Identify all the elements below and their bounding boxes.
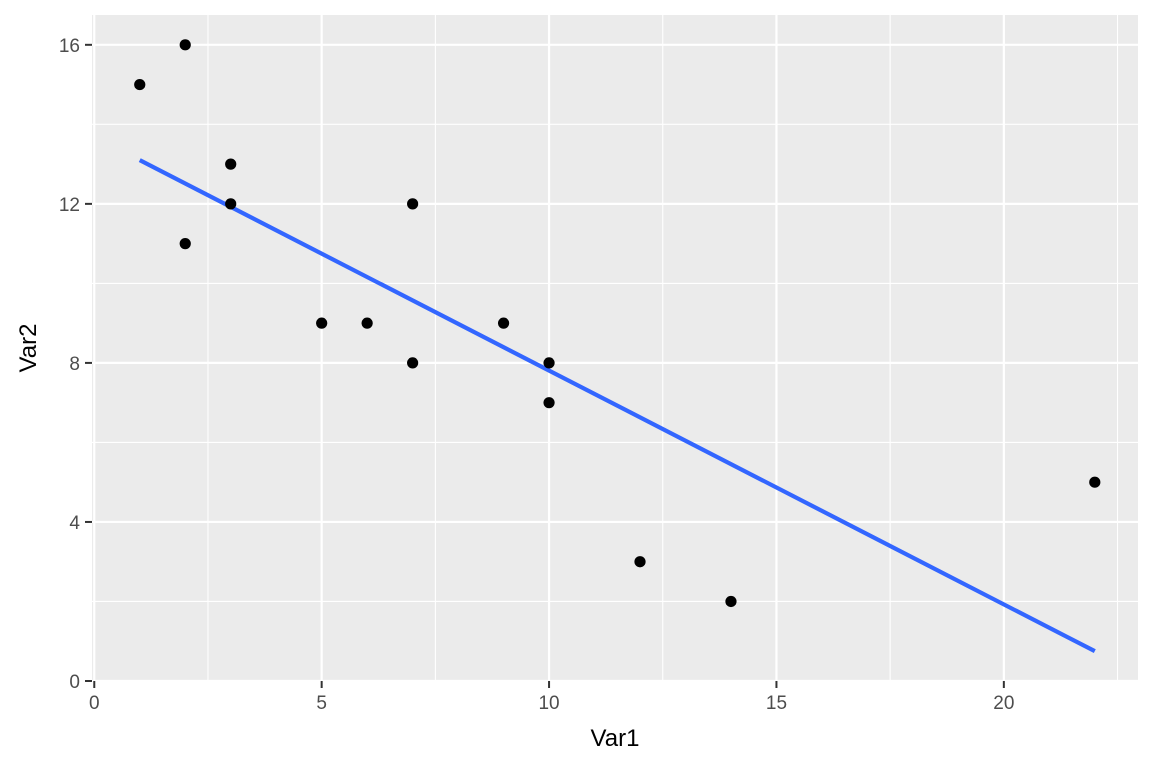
data-point-10	[543, 357, 555, 369]
data-point-5	[316, 317, 328, 329]
data-points	[134, 39, 1101, 608]
x-axis-title: Var1	[591, 725, 640, 752]
data-point-6	[361, 317, 373, 329]
data-point-8	[407, 357, 419, 369]
data-point-11	[543, 397, 555, 409]
y-tick-label-1: 4	[69, 513, 80, 534]
data-point-3	[225, 158, 237, 170]
y-tick-label-3: 12	[59, 195, 80, 216]
y-axis: 0 4 8 12 16	[59, 36, 92, 693]
data-point-12	[634, 556, 646, 568]
data-point-13	[725, 595, 737, 608]
x-tick-label-2: 10	[538, 693, 559, 714]
x-tick-label-3: 15	[766, 693, 787, 714]
major-gridlines	[92, 15, 1138, 683]
data-point-9	[497, 317, 510, 329]
data-point-0	[134, 78, 146, 91]
data-point-2	[179, 238, 191, 250]
trend-line-group	[138, 158, 1096, 654]
x-tick-label-0: 0	[89, 693, 100, 714]
data-point-7	[407, 198, 419, 210]
minor-gridlines	[92, 15, 1138, 681]
x-axis: 0 5 10 15 20	[89, 681, 1014, 714]
y-tick-label-4: 16	[59, 36, 80, 57]
y-tick-label-2: 8	[69, 354, 80, 375]
data-point-4	[225, 198, 237, 210]
y-tick-label-0: 0	[69, 672, 80, 693]
x-tick-label-4: 20	[993, 693, 1014, 714]
y-axis-title: Var2	[15, 324, 42, 373]
data-point-14	[1089, 476, 1101, 488]
x-tick-label-1: 5	[316, 693, 327, 714]
plot-panel	[92, 15, 1138, 681]
data-point-1	[179, 39, 191, 51]
trend-line	[138, 158, 1096, 654]
